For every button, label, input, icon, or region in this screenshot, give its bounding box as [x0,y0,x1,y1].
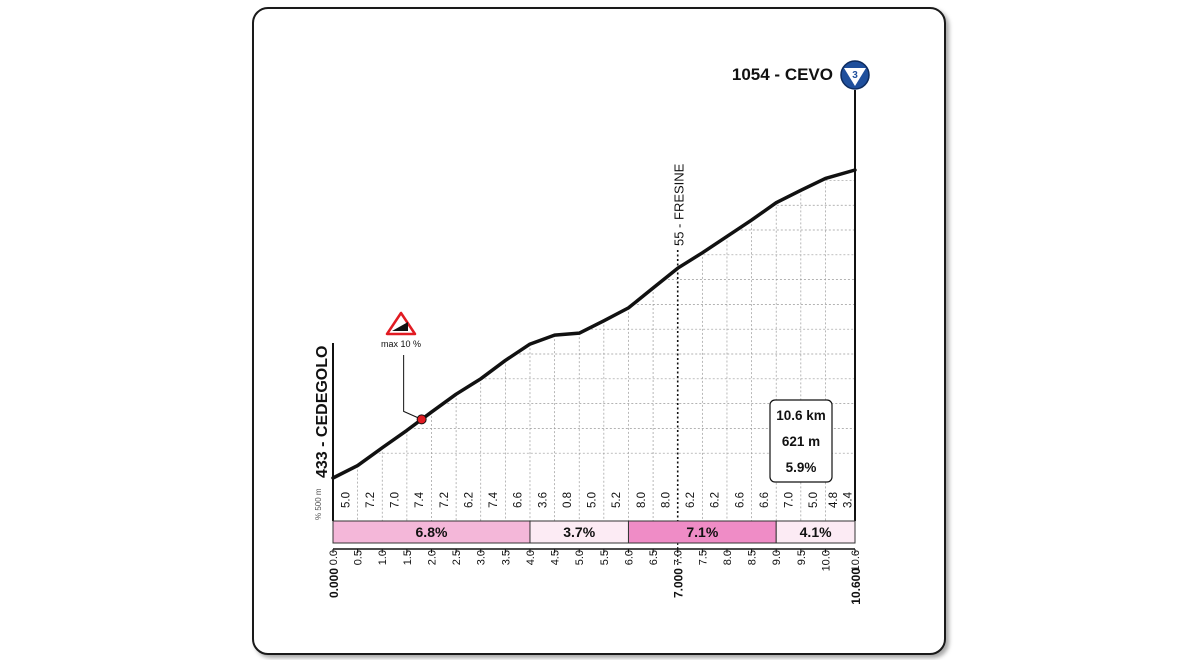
segment-label: 7.1% [686,524,718,540]
gradient-label: 6.2 [710,492,722,508]
x-tick-label: 10.0 [820,550,832,571]
x-tick-label: 6.0 [623,550,635,565]
gradient-label: 6.2 [463,492,475,508]
x-tick-label: 9.0 [771,550,783,565]
gradient-label: 7.0 [390,492,402,508]
stats-box [769,399,833,483]
segment-label: 4.1% [800,524,832,540]
start-km-label: 0.000 [327,568,341,598]
x-tick-label: 8.5 [747,550,759,565]
gradient-label: 6.6 [734,492,746,508]
x-tick-label: 3.0 [476,550,488,565]
finish-km-label: 10.600 [849,568,863,605]
x-tick-label: 1.5 [402,550,414,565]
gradient-label: 7.2 [439,492,451,508]
finish-label: 1054 - CEVO [732,65,833,84]
gradient-label: 7.0 [784,492,796,508]
stats-avg-gradient: 5.9% [786,460,817,475]
x-tick-label: 3.5 [500,550,512,565]
x-tick-label: 9.5 [796,550,808,565]
gradient-label: 8.0 [636,492,648,508]
segment-bar [775,520,856,544]
badge-triangle-icon [844,68,866,86]
x-tick-label: 0.5 [353,550,365,565]
segment-label: 3.7% [563,524,595,540]
segment-label: 6.8% [416,524,448,540]
stats-gain: 621 m [782,434,820,449]
gradient-label: 6.2 [685,492,697,508]
slope-glyph-icon [392,322,408,331]
intermediate-km-label: 7.000 [672,568,686,598]
x-tick-label: 2.5 [451,550,463,565]
intermediate-label: 55 - FRESINE [672,163,687,246]
stats-distance: 10.6 km [776,408,826,423]
x-tick-label: 2.0 [426,550,438,565]
x-tick-label: 7.0 [673,550,685,565]
gradient-label: 3.6 [537,492,549,508]
x-tick-label: 5.5 [599,550,611,565]
x-tick-label: 5.0 [574,550,586,565]
gradient-label: 7.4 [414,491,426,508]
gradient-label: 5.0 [340,492,352,508]
x-tick-label: 0.0 [328,550,340,565]
gradient-label: 6.6 [759,492,771,508]
gradient-label: 8.0 [660,492,672,508]
gradient-label: 4.8 [828,492,840,508]
x-tick-label: 6.5 [648,550,660,565]
badge-category-label: 3 [852,70,858,81]
x-tick-label: 4.5 [550,550,562,565]
x-tick-label: 1.0 [377,550,389,565]
gradient-label: 7.2 [365,492,377,508]
x-tick-label: 4.0 [525,550,537,565]
gradient-label: 7.4 [488,491,500,508]
gradient-label: 3.4 [843,491,855,508]
gradient-label: 6.6 [513,492,525,508]
x-tick-label: 8.0 [722,550,734,565]
max-gradient-point [416,414,427,425]
x-tick-label: 10.6 [850,550,862,571]
max-gradient-label: max 10 % [381,339,421,349]
gradient-label: 5.2 [611,492,623,508]
max-gradient-leader [403,355,422,420]
gradient-axis-label: % 500 m [314,488,323,520]
profile-area [333,170,855,521]
x-tick-label: 7.5 [697,550,709,565]
start-label: 433 - CEDEGOLO [314,346,331,478]
gradient-label: 5.0 [587,492,599,508]
gradient-label: 5.0 [808,492,820,508]
gradient-label: 0.8 [562,492,574,508]
